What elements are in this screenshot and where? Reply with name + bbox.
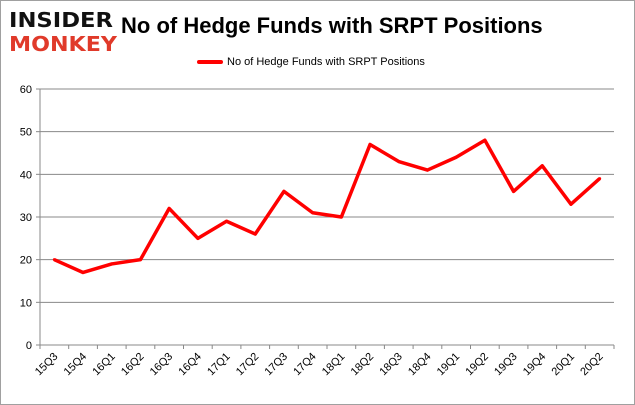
x-tick-label: 20Q2: [578, 351, 606, 379]
data-point: [339, 215, 343, 219]
y-tick-label: 20: [20, 255, 32, 267]
data-point: [368, 142, 372, 146]
x-tick-label: 19Q3: [492, 351, 520, 379]
data-point: [425, 168, 429, 172]
y-tick-label: 30: [20, 212, 32, 224]
legend-swatch: [197, 60, 223, 64]
data-point: [569, 202, 573, 206]
series-line: [53, 138, 601, 275]
legend-label: No of Hedge Funds with SRPT Positions: [227, 56, 425, 68]
data-point: [311, 211, 315, 215]
x-tick-label: 16Q2: [119, 351, 147, 379]
y-tick-label: 50: [20, 127, 32, 139]
x-tick-label: 17Q1: [205, 351, 233, 379]
x-tick-label: 19Q1: [435, 351, 463, 379]
data-point: [598, 177, 602, 181]
data-point: [483, 138, 487, 142]
logo-line2: MONKEY: [9, 32, 118, 55]
data-point: [81, 270, 85, 274]
x-tick-label: 16Q3: [148, 351, 176, 379]
y-tick-label: 60: [20, 84, 32, 96]
y-tick-label: 0: [26, 340, 32, 352]
x-tick-label: 16Q1: [90, 351, 118, 379]
x-tick-label: 17Q3: [263, 351, 291, 379]
y-tick-label: 40: [20, 169, 32, 181]
x-tick-label: 16Q4: [176, 351, 204, 379]
data-point: [282, 189, 286, 193]
x-tick-label: 19Q2: [463, 351, 491, 379]
x-tick-label: 15Q4: [62, 351, 90, 379]
data-point: [138, 258, 142, 262]
data-point: [110, 262, 114, 266]
data-point: [540, 164, 544, 168]
data-point: [253, 232, 257, 236]
data-point: [52, 258, 56, 262]
insider-monkey-logo: INSIDER MONKEY: [9, 8, 118, 55]
data-point: [167, 206, 171, 210]
x-tick-label: 17Q2: [234, 351, 262, 379]
legend: No of Hedge Funds with SRPT Positions: [197, 56, 425, 68]
data-point: [454, 155, 458, 159]
x-tick-label: 18Q4: [406, 351, 434, 379]
x-tick-label: 20Q1: [550, 351, 578, 379]
x-tick-label: 18Q2: [349, 351, 377, 379]
x-tick-label: 15Q3: [33, 351, 61, 379]
chart-title: No of Hedge Funds with SRPT Positions: [121, 13, 543, 38]
data-point: [512, 189, 516, 193]
logo-line1: INSIDER: [9, 8, 113, 32]
x-tick-label: 19Q4: [521, 351, 549, 379]
x-tick-label: 17Q4: [291, 351, 319, 379]
data-point: [225, 219, 229, 223]
data-point: [196, 236, 200, 240]
x-tick-label: 18Q1: [320, 351, 348, 379]
y-tick-label: 10: [20, 297, 32, 309]
x-tick-label: 18Q3: [377, 351, 405, 379]
data-point: [397, 160, 401, 164]
